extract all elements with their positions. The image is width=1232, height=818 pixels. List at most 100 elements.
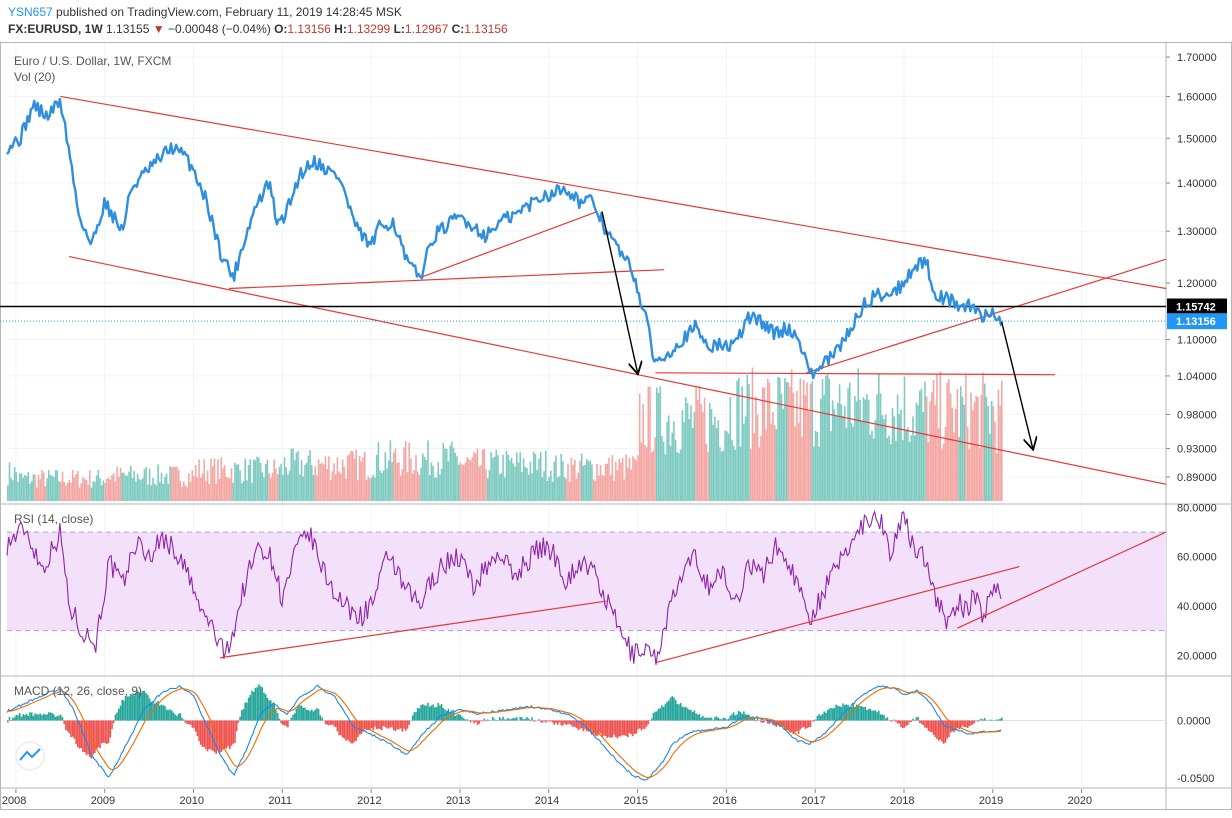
- macd-histogram-bar: [138, 692, 141, 721]
- volume-bar: [162, 483, 164, 501]
- macd-histogram-bar: [157, 701, 159, 721]
- volume-bar: [177, 469, 180, 501]
- volume-bar: [280, 463, 282, 501]
- volume-bar: [391, 461, 393, 501]
- macd-histogram-bar: [504, 719, 506, 721]
- volume-bar: [942, 443, 945, 501]
- macd-histogram-bar: [184, 720, 187, 723]
- volume-bar: [630, 469, 632, 501]
- macd-histogram-bar: [51, 713, 53, 721]
- volume-bar: [907, 427, 909, 501]
- macd-histogram-bar: [816, 715, 819, 721]
- macd-histogram-bar: [401, 720, 404, 732]
- macd-histogram-bar: [679, 703, 682, 721]
- volume-bar: [7, 485, 9, 501]
- macd-histogram-bar: [87, 720, 89, 755]
- macd-histogram-bar: [676, 703, 679, 721]
- x-tick-label: 2013: [446, 795, 470, 807]
- macd-histogram-bar: [459, 715, 462, 721]
- volume-bar: [797, 423, 800, 501]
- macd-histogram-bar: [572, 720, 574, 727]
- volume-bar: [434, 477, 436, 501]
- macd-histogram-bar: [731, 714, 733, 721]
- macd-histogram-bar: [862, 707, 865, 721]
- volume-bar: [324, 456, 327, 501]
- macd-histogram-bar: [478, 720, 480, 724]
- volume-bar: [346, 455, 349, 501]
- volume-bar: [799, 378, 802, 501]
- macd-histogram-bar: [346, 720, 349, 740]
- forecast-arrow: [1001, 321, 1033, 448]
- macd-histogram-bar: [312, 711, 315, 721]
- macd-histogram-bar: [654, 711, 656, 721]
- macd-histogram-bar: [898, 720, 901, 724]
- volume-bar: [601, 474, 603, 501]
- macd-histogram-bar: [242, 709, 245, 721]
- macd-histogram-bar: [188, 720, 190, 725]
- volume-bar: [823, 394, 825, 501]
- rsi-pane-title: RSI (14, close): [14, 512, 93, 526]
- macd-histogram-bar: [541, 720, 544, 723]
- macd-histogram-bar: [270, 700, 272, 721]
- volume-bar: [418, 474, 421, 501]
- macd-histogram-bar: [597, 720, 600, 735]
- volume-bar: [340, 473, 342, 501]
- macd-histogram-bar: [454, 715, 457, 721]
- volume-bar: [717, 420, 720, 501]
- macd-histogram-bar: [743, 711, 745, 721]
- macd-histogram-bar: [147, 694, 149, 721]
- macd-histogram-bar: [799, 720, 802, 730]
- volume-bar: [338, 471, 340, 501]
- rsi-tick-label: 20.0000: [1177, 650, 1217, 662]
- rsi-trendline: [655, 566, 1020, 664]
- volume-bar: [679, 449, 682, 501]
- macd-histogram-bar: [244, 702, 246, 721]
- macd-histogram-bar: [461, 716, 463, 721]
- macd-histogram-bar: [116, 712, 118, 721]
- macd-histogram-bar: [533, 720, 535, 722]
- volume-bar: [123, 472, 125, 501]
- volume-bar: [334, 474, 337, 501]
- macd-histogram-bar: [633, 720, 636, 734]
- volume-bar: [94, 481, 96, 501]
- volume-bar: [541, 477, 544, 501]
- volume-bar: [927, 442, 930, 501]
- author-link[interactable]: YSN657: [8, 5, 53, 19]
- volume-bar: [587, 461, 590, 501]
- macd-histogram-bar: [956, 720, 959, 728]
- volume-bar: [794, 426, 796, 501]
- macd-histogram-bar: [68, 720, 71, 734]
- rsi-tick-label: 40.0000: [1177, 601, 1217, 613]
- volume-bar: [360, 461, 363, 501]
- open-label: O:: [274, 22, 288, 36]
- macd-histogram-bar: [678, 704, 680, 721]
- macd-histogram-bar: [924, 720, 926, 728]
- volume-bar: [700, 404, 702, 501]
- volume-bar: [358, 456, 361, 501]
- volume-bar: [883, 418, 885, 501]
- volume-bar: [866, 394, 868, 501]
- rsi-band: [7, 532, 1166, 631]
- volume-bar: [726, 431, 728, 501]
- macd-histogram-bar: [746, 714, 749, 721]
- macd-histogram-bar: [268, 700, 270, 721]
- volume-bar: [191, 470, 194, 501]
- macd-tick-label: 0.0000: [1177, 716, 1211, 728]
- macd-histogram-bar: [493, 719, 496, 721]
- macd-histogram-bar: [905, 720, 907, 726]
- volume-bar: [645, 447, 648, 501]
- volume-bar: [553, 461, 556, 501]
- macd-histogram-bar: [437, 703, 439, 721]
- volume-bar: [283, 457, 286, 501]
- volume-bar: [492, 457, 494, 501]
- macd-histogram-bar: [273, 703, 275, 721]
- volume-bar: [469, 460, 472, 501]
- macd-histogram-bar: [473, 720, 475, 724]
- volume-bar: [519, 452, 521, 501]
- y-tick-label: 1.40000: [1177, 178, 1217, 190]
- volume-bar: [874, 420, 877, 501]
- volume-bar: [505, 451, 508, 501]
- volume-bar: [212, 466, 214, 501]
- volume-bar: [814, 430, 817, 501]
